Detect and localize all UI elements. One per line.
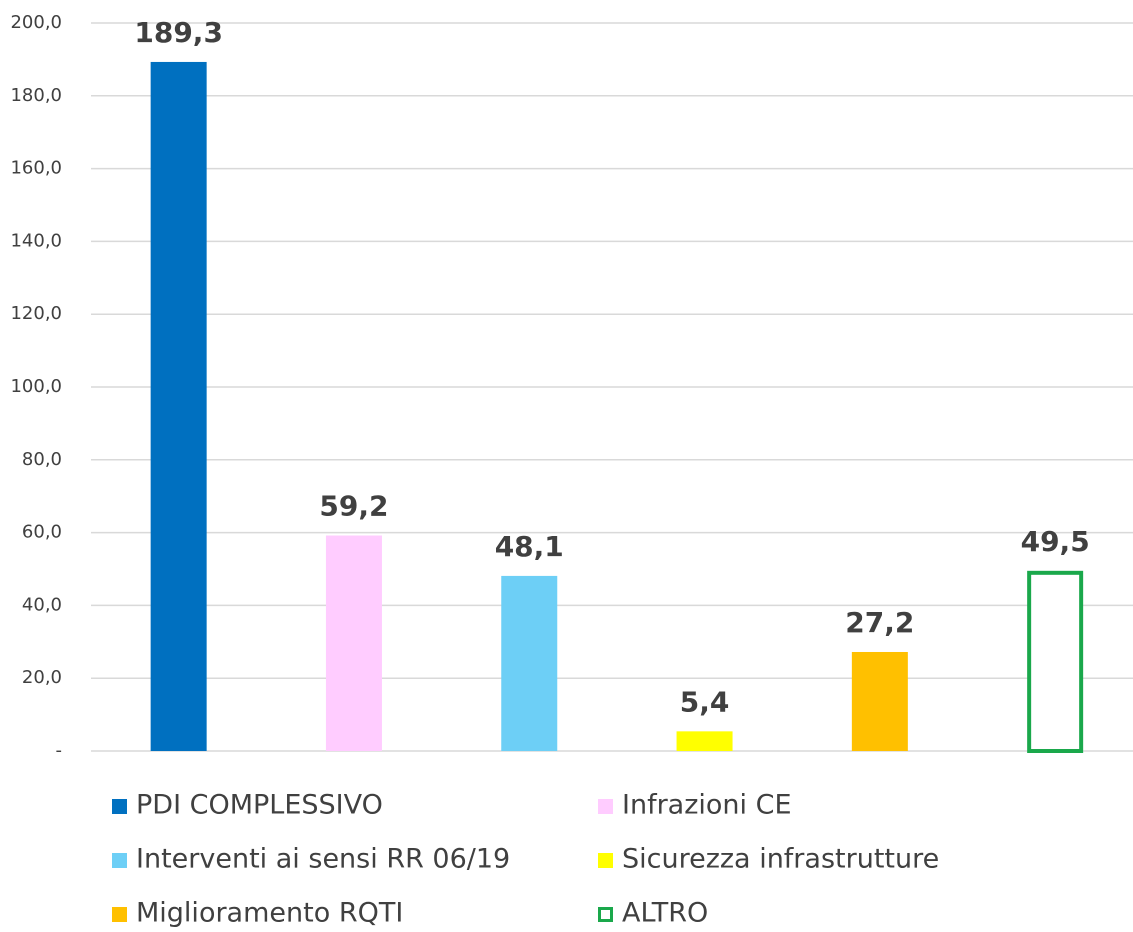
legend-swatch — [598, 853, 613, 868]
legend-swatch — [598, 907, 613, 922]
data-label: 48,1 — [495, 530, 564, 563]
bar — [501, 575, 558, 751]
y-tick-label: 140,0 — [10, 230, 62, 251]
legend-swatch — [112, 907, 127, 922]
y-tick-label: 80,0 — [22, 449, 62, 470]
legend-label: ALTRO — [622, 898, 708, 929]
y-tick-label: 160,0 — [10, 158, 62, 179]
data-label: 59,2 — [319, 490, 388, 523]
data-label: 49,5 — [1021, 525, 1090, 558]
bar — [150, 61, 207, 751]
bar — [676, 731, 733, 751]
legend-label: PDI COMPLESSIVO — [136, 790, 383, 821]
y-tick-label: - — [56, 740, 63, 761]
data-label: 27,2 — [845, 606, 914, 639]
legend-swatch — [598, 799, 613, 814]
y-tick-label: 40,0 — [22, 594, 62, 615]
bar — [1027, 570, 1084, 753]
data-label: 5,4 — [680, 685, 730, 718]
y-tick-label: 120,0 — [10, 303, 62, 324]
legend-label: Interventi ai sensi RR 06/19 — [136, 844, 510, 875]
y-tick-label: 200,0 — [10, 12, 62, 33]
legend-swatch — [112, 799, 127, 814]
legend-swatch — [112, 853, 127, 868]
y-tick-label: 180,0 — [10, 85, 62, 106]
bar — [851, 651, 908, 751]
data-label: 189,3 — [134, 16, 223, 49]
bar — [325, 535, 382, 751]
y-tick-label: 100,0 — [10, 376, 62, 397]
legend-label: Infrazioni CE — [622, 790, 792, 821]
y-tick-label: 60,0 — [22, 522, 62, 543]
y-tick-label: 20,0 — [22, 667, 62, 688]
legend-label: Sicurezza infrastrutture — [622, 844, 939, 875]
legend-label: Miglioramento RQTI — [136, 898, 403, 929]
